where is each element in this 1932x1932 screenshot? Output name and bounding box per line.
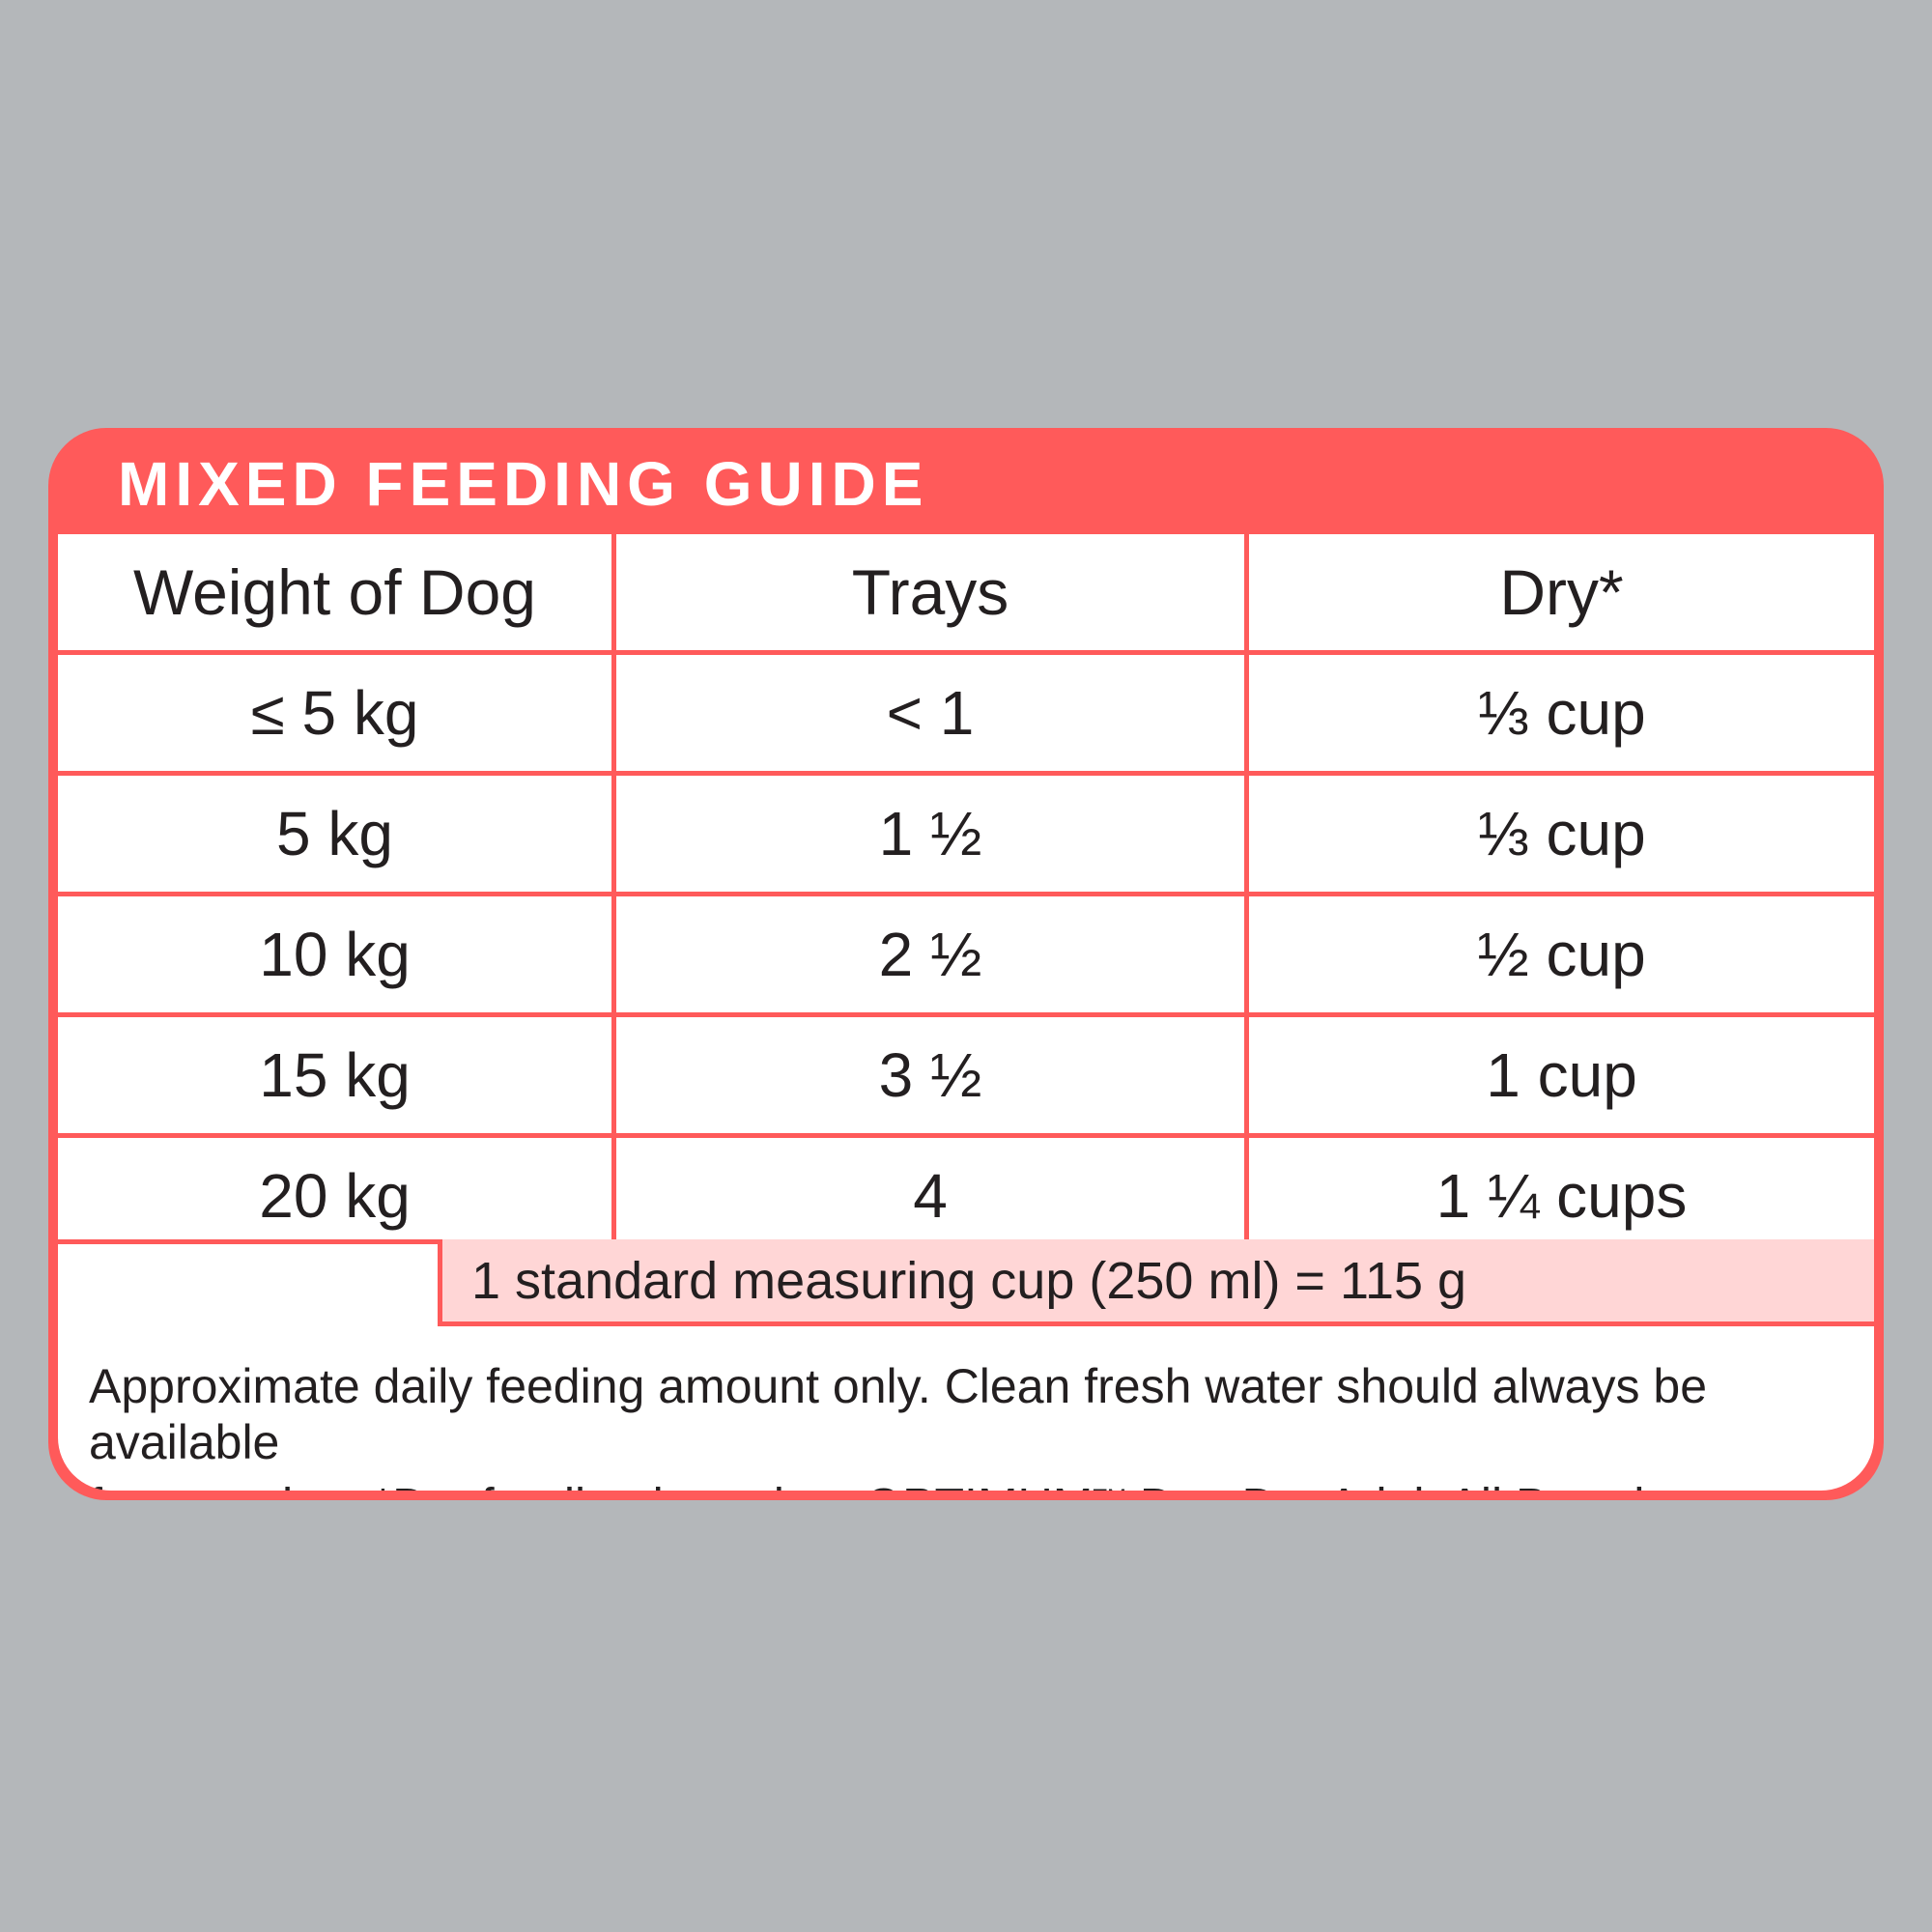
dry-cell: ½ cup — [1249, 896, 1874, 1012]
footnote-line-2: for your dog. *Dry feeding based on OPTI… — [89, 1470, 1845, 1491]
measuring-cup-note-text: 1 standard measuring cup (250 ml) = 115 … — [471, 1251, 1467, 1310]
feeding-guide-inner: MIXED FEEDING GUIDE Weight of Dog Trays … — [58, 428, 1874, 1491]
trays-cell: 3 ½ — [616, 1017, 1244, 1133]
weight-cell: 5 kg — [58, 776, 611, 892]
dry-cell: ⅓ cup — [1249, 776, 1874, 892]
row-divider — [58, 771, 1874, 776]
column-header-weight: Weight of Dog — [58, 534, 611, 650]
weight-cell: 10 kg — [58, 896, 611, 1012]
table-row: 10 kg 2 ½ ½ cup — [58, 896, 1874, 1012]
row-divider — [58, 1133, 1874, 1138]
footnote-line-2-end: Dog Dry Adult All Breeds. — [1126, 1479, 1682, 1491]
dry-cell: 1 cup — [1249, 1017, 1874, 1133]
table-row: 5 kg 1 ½ ⅓ cup — [58, 776, 1874, 892]
row-divider — [58, 892, 1874, 896]
row-divider — [58, 1012, 1874, 1017]
trays-cell: < 1 — [616, 655, 1244, 771]
weight-cell: 20 kg — [58, 1138, 611, 1254]
feeding-guide-card: MIXED FEEDING GUIDE Weight of Dog Trays … — [48, 428, 1884, 1500]
dry-cell: 1 ¼ cups — [1249, 1138, 1874, 1254]
dry-cell: ⅓ cup — [1249, 655, 1874, 771]
weight-cell: ≤ 5 kg — [58, 655, 611, 771]
feeding-table: Weight of Dog Trays Dry* ≤ 5 kg < 1 ⅓ cu… — [58, 534, 1874, 1254]
trademark-mark: TM — [1093, 1485, 1126, 1491]
weight-cell: 15 kg — [58, 1017, 611, 1133]
column-header-dry: Dry* — [1249, 534, 1874, 650]
trays-cell: 4 — [616, 1138, 1244, 1254]
footnote: Approximate daily feeding amount only. C… — [89, 1358, 1845, 1491]
guide-title: MIXED FEEDING GUIDE — [118, 449, 929, 519]
table-row: 15 kg 3 ½ 1 cup — [58, 1017, 1874, 1133]
table-row: ≤ 5 kg < 1 ⅓ cup — [58, 655, 1874, 771]
table-row: 20 kg 4 1 ¼ cups — [58, 1138, 1874, 1254]
trays-cell: 2 ½ — [616, 896, 1244, 1012]
column-header-trays: Trays — [616, 534, 1244, 650]
footnote-line-1: Approximate daily feeding amount only. C… — [89, 1359, 1707, 1469]
footer-area: 1 standard measuring cup (250 ml) = 115 … — [58, 1239, 1874, 1491]
measuring-cup-note: 1 standard measuring cup (250 ml) = 115 … — [438, 1239, 1874, 1326]
title-bar: MIXED FEEDING GUIDE — [58, 428, 1874, 534]
row-divider — [58, 650, 1874, 655]
trays-cell: 1 ½ — [616, 776, 1244, 892]
footnote-line-2-start: for your dog. *Dry feeding based on OPTI… — [89, 1479, 1093, 1491]
table-header-row: Weight of Dog Trays Dry* — [58, 534, 1874, 650]
